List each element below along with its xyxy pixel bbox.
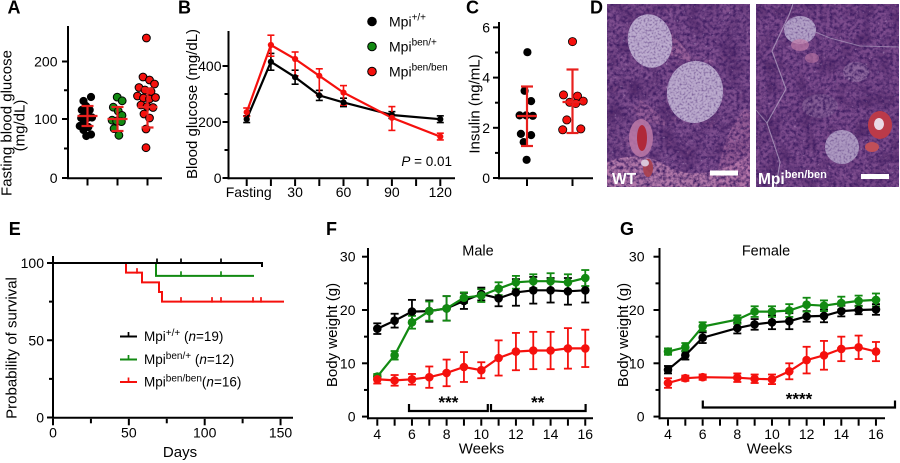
svg-text:200: 200: [198, 114, 222, 130]
svg-text:14: 14: [834, 426, 850, 442]
svg-text:Male: Male: [462, 244, 493, 260]
svg-text:Mpiben/ben(n=16): Mpiben/ben(n=16): [144, 374, 241, 390]
svg-text:Blood glucose (mg/dL): Blood glucose (mg/dL): [184, 29, 201, 179]
svg-text:B: B: [178, 0, 191, 18]
svg-text:30: 30: [629, 249, 645, 265]
svg-text:0: 0: [348, 409, 356, 425]
svg-text:0: 0: [214, 170, 222, 186]
svg-text:Mpi+/+ (n=19): Mpi+/+ (n=19): [144, 328, 223, 344]
svg-text:10: 10: [473, 426, 489, 442]
svg-text:G: G: [620, 219, 634, 239]
svg-text:****: ****: [786, 390, 813, 409]
svg-text:12: 12: [799, 426, 815, 442]
svg-text:50: 50: [121, 425, 137, 441]
svg-text:20: 20: [629, 302, 645, 318]
svg-text:Insulin (ng/mL): Insulin (ng/mL): [467, 54, 484, 153]
svg-text:Fasting: Fasting: [226, 184, 272, 200]
svg-text:0: 0: [482, 170, 490, 186]
svg-text:Probability of survival: Probability of survival: [4, 277, 21, 419]
svg-text:Female: Female: [742, 244, 790, 260]
svg-text:400: 400: [198, 58, 222, 74]
svg-text:Weeks: Weeks: [747, 441, 793, 458]
svg-text:8: 8: [443, 426, 451, 442]
svg-text:100: 100: [34, 111, 58, 127]
svg-text:6: 6: [699, 426, 707, 442]
svg-text:Fasting blood glucose: Fasting blood glucose: [0, 50, 16, 196]
svg-text:0: 0: [49, 425, 57, 441]
svg-text:E: E: [9, 219, 21, 239]
svg-text:Mpiben/+ (n=12): Mpiben/+ (n=12): [144, 351, 234, 367]
svg-text:90: 90: [384, 184, 400, 200]
svg-text:100: 100: [193, 425, 217, 441]
svg-text:14: 14: [543, 426, 559, 442]
svg-text:2: 2: [482, 120, 490, 136]
svg-text:4: 4: [373, 426, 381, 442]
svg-text:A: A: [8, 0, 21, 18]
svg-text:6: 6: [408, 426, 416, 442]
svg-text:12: 12: [508, 426, 524, 442]
svg-text:16: 16: [868, 426, 884, 442]
svg-text:***: ***: [438, 393, 458, 412]
svg-text:P = 0.01: P = 0.01: [401, 154, 452, 169]
svg-text:30: 30: [340, 249, 356, 265]
svg-text:Body weight (g): Body weight (g): [324, 283, 341, 387]
svg-text:60: 60: [336, 184, 352, 200]
svg-text:20: 20: [340, 302, 356, 318]
svg-text:8: 8: [733, 426, 741, 442]
svg-text:120: 120: [429, 184, 453, 200]
svg-text:0: 0: [50, 170, 58, 186]
svg-text:16: 16: [577, 426, 593, 442]
svg-text:Weeks: Weeks: [459, 441, 505, 458]
svg-text:50: 50: [28, 332, 44, 348]
svg-text:F: F: [326, 219, 337, 239]
svg-text:Body weight (g): Body weight (g): [615, 283, 632, 387]
svg-text:10: 10: [764, 426, 780, 442]
svg-text:10: 10: [629, 355, 645, 371]
svg-text:WT: WT: [612, 171, 637, 188]
svg-text:4: 4: [664, 426, 672, 442]
svg-text:C: C: [466, 0, 479, 18]
svg-text:**: **: [531, 393, 545, 412]
svg-text:100: 100: [21, 255, 45, 271]
svg-text:0: 0: [637, 409, 645, 425]
svg-text:0: 0: [36, 410, 44, 426]
svg-text:(mg/dL): (mg/dL): [12, 100, 29, 152]
svg-text:30: 30: [287, 184, 303, 200]
svg-text:6: 6: [482, 19, 490, 35]
svg-text:10: 10: [340, 355, 356, 371]
svg-text:150: 150: [269, 425, 293, 441]
svg-text:Days: Days: [163, 444, 197, 461]
svg-text:4: 4: [482, 70, 490, 86]
svg-text:200: 200: [34, 54, 58, 70]
svg-text:D: D: [590, 0, 603, 18]
